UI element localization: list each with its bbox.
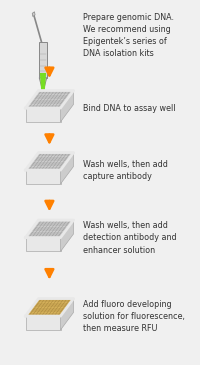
Polygon shape <box>26 108 60 122</box>
Polygon shape <box>40 73 46 90</box>
Text: Bind DNA to assay well: Bind DNA to assay well <box>83 104 176 113</box>
Polygon shape <box>26 170 60 184</box>
Polygon shape <box>60 299 74 330</box>
Polygon shape <box>26 220 74 238</box>
Text: Add fluoro developing
solution for fluorescence,
then measure RFU: Add fluoro developing solution for fluor… <box>83 300 185 333</box>
Text: Wash wells, then add
detection antibody and
enhancer solution: Wash wells, then add detection antibody … <box>83 221 177 255</box>
Polygon shape <box>26 153 74 170</box>
Polygon shape <box>26 91 74 108</box>
Polygon shape <box>60 220 74 251</box>
Polygon shape <box>26 299 74 316</box>
Polygon shape <box>60 91 74 122</box>
Text: Wash wells, then add
capture antibody: Wash wells, then add capture antibody <box>83 160 168 181</box>
Polygon shape <box>39 78 47 92</box>
Text: Prepare genomic DNA.
We recommend using
Epigentek’s series of
DNA isolation kits: Prepare genomic DNA. We recommend using … <box>83 13 174 58</box>
Bar <box>39 42 47 78</box>
Polygon shape <box>60 153 74 184</box>
Polygon shape <box>32 12 35 16</box>
Polygon shape <box>26 316 60 330</box>
Polygon shape <box>26 238 60 251</box>
